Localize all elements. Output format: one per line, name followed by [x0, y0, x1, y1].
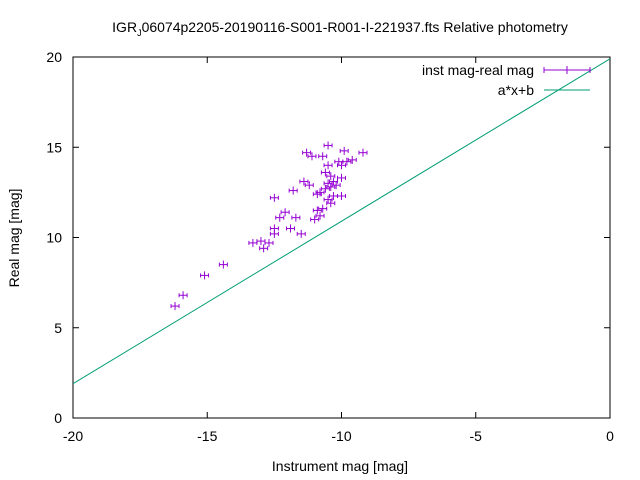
data-point	[342, 157, 352, 166]
x-tick-label: -5	[470, 428, 483, 444]
data-point	[337, 173, 346, 182]
data-point	[323, 161, 333, 170]
data-point	[280, 208, 290, 217]
data-point	[178, 291, 188, 300]
data-point	[288, 186, 298, 195]
data-point	[200, 271, 210, 280]
data-point	[328, 191, 338, 200]
data-point	[310, 215, 320, 224]
data-point	[307, 152, 317, 161]
data-point	[320, 168, 330, 177]
legend-label-points: inst mag-real mag	[422, 62, 534, 78]
y-tick-label: 5	[54, 320, 62, 336]
data-point	[304, 181, 314, 190]
data-point	[318, 204, 328, 213]
legend-label-fit: a*x+b	[498, 82, 534, 98]
y-tick-label: 20	[46, 49, 62, 65]
y-tick-label: 0	[54, 410, 62, 426]
x-tick-label: 0	[606, 428, 614, 444]
x-tick-label: -15	[197, 428, 217, 444]
x-tick-label: -10	[331, 428, 351, 444]
data-point	[248, 238, 258, 247]
data-point	[318, 152, 328, 161]
data-point	[269, 193, 279, 202]
data-point	[285, 224, 295, 233]
chart-title-main: IGR	[112, 19, 137, 35]
data-point	[264, 238, 274, 247]
data-point	[170, 302, 180, 311]
data-point	[299, 177, 309, 186]
data-point	[312, 206, 322, 215]
data-point	[302, 148, 312, 157]
x-axis-label: Instrument mag [mag]	[272, 458, 408, 474]
chart-title: IGRJ06074p2205-20190116-S001-R001-I-2219…	[112, 19, 568, 38]
data-point	[275, 213, 285, 222]
data-point	[339, 146, 349, 155]
data-point	[296, 229, 306, 238]
data-point	[323, 141, 333, 150]
legend: inst mag-real mag a*x+b	[422, 62, 591, 98]
data-point	[358, 148, 368, 157]
data-point	[269, 224, 279, 233]
data-point	[337, 191, 346, 200]
x-axis-ticks: -20 -15 -10 -5 0	[63, 57, 614, 444]
chart-title-rest: 06074p2205-20190116-S001-R001-I-221937.f…	[142, 19, 568, 35]
data-point	[320, 184, 330, 193]
data-point	[347, 155, 357, 164]
data-point	[291, 213, 301, 222]
fit-line	[73, 58, 610, 385]
x-tick-label: -20	[63, 428, 83, 444]
data-point	[331, 181, 341, 190]
data-point	[326, 182, 336, 191]
y-axis-label: Real mag [mag]	[6, 189, 22, 288]
y-tick-label: 10	[46, 230, 62, 246]
legend-sample-points	[543, 66, 591, 74]
data-point	[326, 172, 336, 181]
data-point	[315, 188, 325, 197]
data-points	[170, 141, 368, 311]
data-point	[315, 211, 325, 220]
y-tick-label: 15	[46, 139, 62, 155]
data-point	[337, 161, 346, 170]
y-axis-ticks: 0 5 10 15 20	[46, 49, 610, 426]
data-point	[259, 244, 269, 253]
chart-title-subscript: J	[137, 28, 142, 38]
data-point	[256, 237, 266, 246]
data-point	[326, 199, 336, 208]
plot-frame	[72, 56, 611, 419]
data-point	[218, 260, 228, 269]
